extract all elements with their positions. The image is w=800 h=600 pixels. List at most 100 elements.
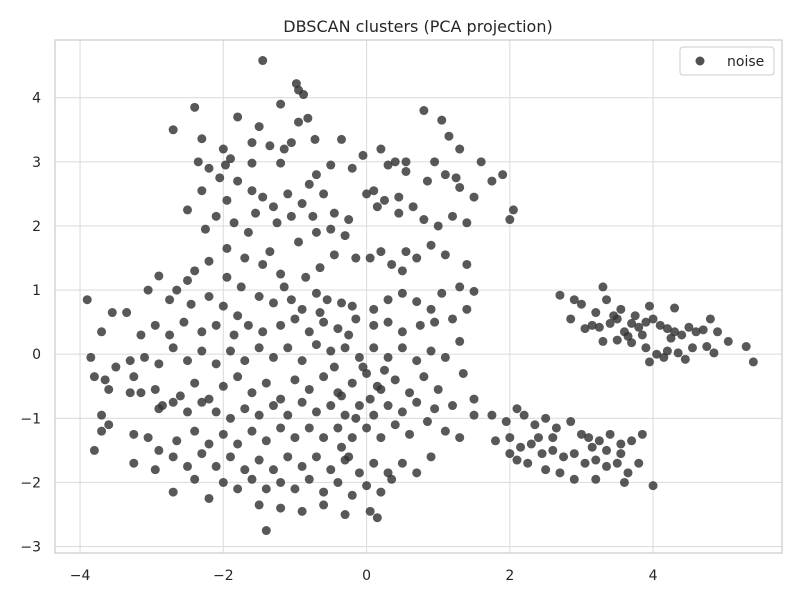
data-point [405,429,415,439]
data-point [440,426,450,436]
data-point [430,157,440,167]
data-point [286,211,296,221]
data-point [440,352,450,362]
data-point [304,327,314,337]
data-point [154,404,164,414]
data-point [587,320,597,330]
data-point [448,314,458,324]
data-point [104,384,114,394]
data-point [129,372,139,382]
data-point [337,134,347,144]
data-point [129,458,139,468]
data-point [297,397,307,407]
data-point [261,378,271,388]
data-point [505,449,515,459]
data-point [347,378,357,388]
data-point [677,330,687,340]
data-point [630,311,640,321]
y-tick-label: −1 [20,411,41,427]
data-point [648,314,658,324]
data-point [276,477,286,487]
data-point [383,160,393,170]
data-point [222,272,232,282]
data-point [218,477,228,487]
data-point [455,336,465,346]
data-point [401,157,411,167]
data-point [448,211,458,221]
data-point [387,259,397,269]
data-point [569,295,579,305]
data-point [218,301,228,311]
data-point [580,458,590,468]
data-point [247,388,257,398]
data-point [648,481,658,491]
data-point [268,465,278,475]
data-point [276,158,286,168]
data-point [240,356,250,366]
data-point [523,458,533,468]
data-point [204,163,214,173]
data-point [315,263,325,273]
data-point [125,388,135,398]
data-point [204,292,214,301]
data-point [218,429,228,439]
data-point [272,218,282,228]
data-point [627,318,637,328]
data-point [362,481,372,491]
data-point [247,474,257,484]
data-point [211,407,221,417]
data-point [111,362,121,372]
data-point [154,271,164,281]
data-point [283,452,293,462]
data-point [233,372,243,382]
data-point [247,186,257,196]
data-point [526,439,536,449]
data-point [644,301,654,311]
data-point [451,173,461,183]
data-point [168,487,178,497]
data-point [433,384,443,394]
data-point [426,346,436,356]
data-point [268,401,278,411]
data-point [183,356,193,366]
data-point [311,170,321,180]
data-point [591,474,601,484]
data-point [225,413,235,423]
data-point [501,417,511,427]
data-point [383,295,393,305]
data-point [469,410,479,420]
data-point [612,335,622,345]
data-point [340,410,350,420]
data-point [290,484,300,494]
data-point [297,461,307,471]
data-point [261,526,271,536]
data-point [551,423,561,433]
data-point [419,215,429,225]
data-point [634,458,644,468]
data-point [190,474,200,484]
data-point [243,320,253,330]
data-point [347,433,357,443]
data-point [165,295,175,305]
data-point [433,221,443,231]
data-point [487,176,497,186]
data-point [268,202,278,212]
data-point [358,362,368,372]
data-point [150,465,160,475]
data-point [616,304,626,314]
data-point [426,452,436,462]
data-point [211,320,221,330]
data-point [469,286,479,296]
data-point [369,320,379,330]
data-point [516,442,526,452]
data-point [698,325,708,335]
data-point [258,192,268,202]
data-point [347,490,357,500]
data-point [627,436,637,446]
data-point [254,500,264,510]
data-point [519,410,529,420]
data-point [290,433,300,443]
data-point [100,375,110,385]
data-point [412,297,422,307]
data-point [426,304,436,314]
